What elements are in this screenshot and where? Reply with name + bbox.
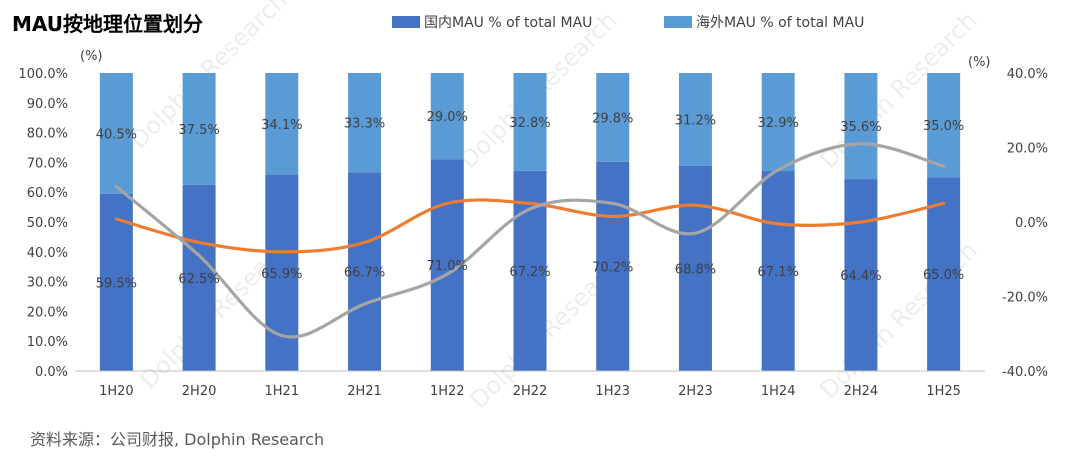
data-label-overseas: 29.8%	[592, 111, 633, 126]
data-label-overseas: 29.0%	[427, 110, 468, 125]
data-label-domestic: 68.8%	[675, 262, 716, 277]
data-label-domestic: 62.5%	[178, 272, 219, 287]
data-label-overseas: 40.5%	[96, 127, 137, 142]
data-label-domestic: 70.2%	[592, 260, 633, 275]
legend-domestic: 国内MAU % of total MAU	[392, 12, 592, 32]
y-right-tick-label: -20.0%	[1002, 291, 1048, 306]
y-left-tick-label: 30.0%	[27, 276, 68, 291]
data-label-overseas: 37.5%	[178, 123, 219, 138]
orange-line	[114, 198, 946, 254]
bar-overseas	[430, 73, 464, 160]
legend-overseas-label: 海外MAU % of total MAU	[696, 15, 865, 31]
data-label-overseas: 32.8%	[509, 116, 550, 131]
chart-title: MAU按地理位置划分	[12, 12, 204, 36]
data-label-overseas: 34.1%	[261, 118, 302, 133]
x-tick-label: 2H24	[844, 384, 879, 399]
data-label-domestic: 59.5%	[96, 276, 137, 291]
lines-layer	[114, 142, 946, 339]
data-label-overseas: 32.9%	[758, 116, 799, 131]
data-label-domestic: 67.2%	[509, 265, 550, 280]
bar-overseas	[596, 73, 630, 162]
data-label-domestic: 64.4%	[840, 269, 881, 284]
bar-overseas	[927, 73, 961, 178]
bar-overseas	[844, 73, 878, 180]
x-tick-label: 1H25	[926, 384, 961, 399]
bar-domestic	[348, 172, 382, 371]
y-left-tick-label: 70.0%	[27, 156, 68, 171]
data-label-overseas: 31.2%	[675, 113, 716, 128]
data-label-overseas: 33.3%	[344, 117, 385, 132]
bar-domestic	[678, 165, 712, 371]
data-label-domestic: 71.0%	[427, 259, 468, 274]
x-tick-label: 1H24	[761, 384, 796, 399]
y-left-tick-label: 80.0%	[27, 127, 68, 142]
bar-overseas	[761, 73, 795, 172]
y-right-tick-label: 20.0%	[1007, 142, 1048, 157]
bar-domestic	[927, 177, 961, 371]
data-label-overseas: 35.0%	[923, 119, 964, 134]
x-tick-label: 1H23	[595, 384, 630, 399]
data-label-domestic: 66.7%	[344, 266, 385, 281]
gray-line	[114, 142, 946, 339]
y-left-tick-label: 50.0%	[27, 216, 68, 231]
data-label-domestic: 65.0%	[923, 268, 964, 283]
y-right-tick-label: -40.0%	[1002, 365, 1048, 380]
source-note: 资料来源：公司财报, Dolphin Research	[30, 430, 325, 449]
x-tick-label: 1H21	[265, 384, 300, 399]
legend-overseas: 海外MAU % of total MAU	[664, 12, 864, 32]
legend-domestic-label: 国内MAU % of total MAU	[424, 15, 593, 31]
bar-overseas	[99, 73, 133, 194]
y-right-tick-label: 40.0%	[1007, 67, 1048, 82]
y-right-tick-label: 0.0%	[1015, 216, 1048, 231]
bar-overseas	[182, 73, 216, 185]
data-label-domestic: 65.9%	[261, 267, 302, 282]
bar-domestic	[182, 184, 216, 371]
x-tick-label: 2H21	[347, 384, 382, 399]
bar-domestic	[844, 179, 878, 371]
bars-layer	[99, 73, 961, 371]
x-tick-label: 2H22	[513, 384, 548, 399]
bar-overseas	[265, 73, 299, 175]
y-left-tick-label: 40.0%	[27, 246, 68, 261]
y-left-tick-label: 20.0%	[27, 305, 68, 320]
y-left-tick-label: 60.0%	[27, 186, 68, 201]
x-tick-label: 1H20	[99, 384, 134, 399]
y-left-tick-label: 90.0%	[27, 97, 68, 112]
y-left-tick-label: 100.0%	[18, 67, 68, 82]
y-left-tick-label: 0.0%	[35, 365, 68, 380]
y-left-unit: (%)	[80, 49, 103, 64]
x-tick-label: 2H20	[182, 384, 217, 399]
y-right-unit: (%)	[968, 55, 991, 70]
legend-domestic-swatch	[392, 16, 420, 28]
bar-domestic	[596, 161, 630, 371]
data-label-overseas: 35.6%	[840, 120, 881, 135]
bar-overseas	[678, 73, 712, 166]
data-label-domestic: 67.1%	[758, 265, 799, 280]
bar-overseas	[348, 73, 382, 173]
legend-overseas-swatch	[664, 16, 692, 28]
bar-overseas	[513, 73, 547, 171]
x-tick-label: 2H23	[678, 384, 713, 399]
x-tick-label: 1H22	[430, 384, 465, 399]
labels-layer: 59.5% 40.5% 62.5% 37.5% 65.9% 34.1% 66.7% 33.3%…	[96, 110, 965, 291]
axes-layer: 0.0% 10.0% 20.0% 30.0% 40.0% 50.0% 60.0% 70.0% 8…	[18, 49, 1048, 399]
y-left-tick-label: 10.0%	[27, 335, 68, 350]
bar-domestic	[761, 171, 795, 371]
